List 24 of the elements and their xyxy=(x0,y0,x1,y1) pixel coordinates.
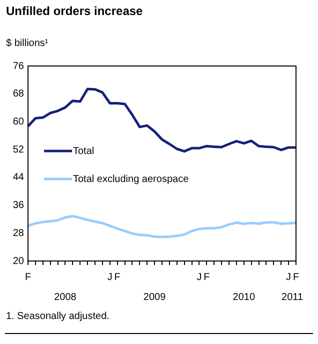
x-tick-label: F xyxy=(292,272,300,283)
x-tick-label: F xyxy=(24,272,32,283)
y-tick-label: 76 xyxy=(12,60,24,72)
y-tick-label: 68 xyxy=(12,88,24,100)
chart-title: Unfilled orders increase xyxy=(6,4,143,18)
text: 1. Seasonally adjusted. xyxy=(6,311,110,322)
x-tick-label: J xyxy=(196,272,202,283)
y-tick-label: 60 xyxy=(12,116,24,128)
text: 2009 xyxy=(143,292,166,303)
x-tick-label: F xyxy=(114,272,120,283)
x-tick-label: F xyxy=(204,272,210,283)
y-tick-label: 20 xyxy=(12,256,24,267)
legend-label: Total excluding aerospace xyxy=(73,174,190,185)
legend-label: Total xyxy=(73,146,94,157)
x-tick-label: J xyxy=(107,272,112,283)
y-axis-title: $ billions¹ xyxy=(6,38,48,49)
text: 2010 xyxy=(232,292,256,303)
text: 2011 xyxy=(282,292,304,303)
x-tick-label: J xyxy=(286,272,292,283)
y-tick-label: 36 xyxy=(12,200,24,212)
y-tick-label: 44 xyxy=(12,172,24,184)
y-tick-label: 52 xyxy=(12,144,24,156)
text: 2008 xyxy=(54,292,77,303)
y-tick-label: 28 xyxy=(12,228,24,239)
